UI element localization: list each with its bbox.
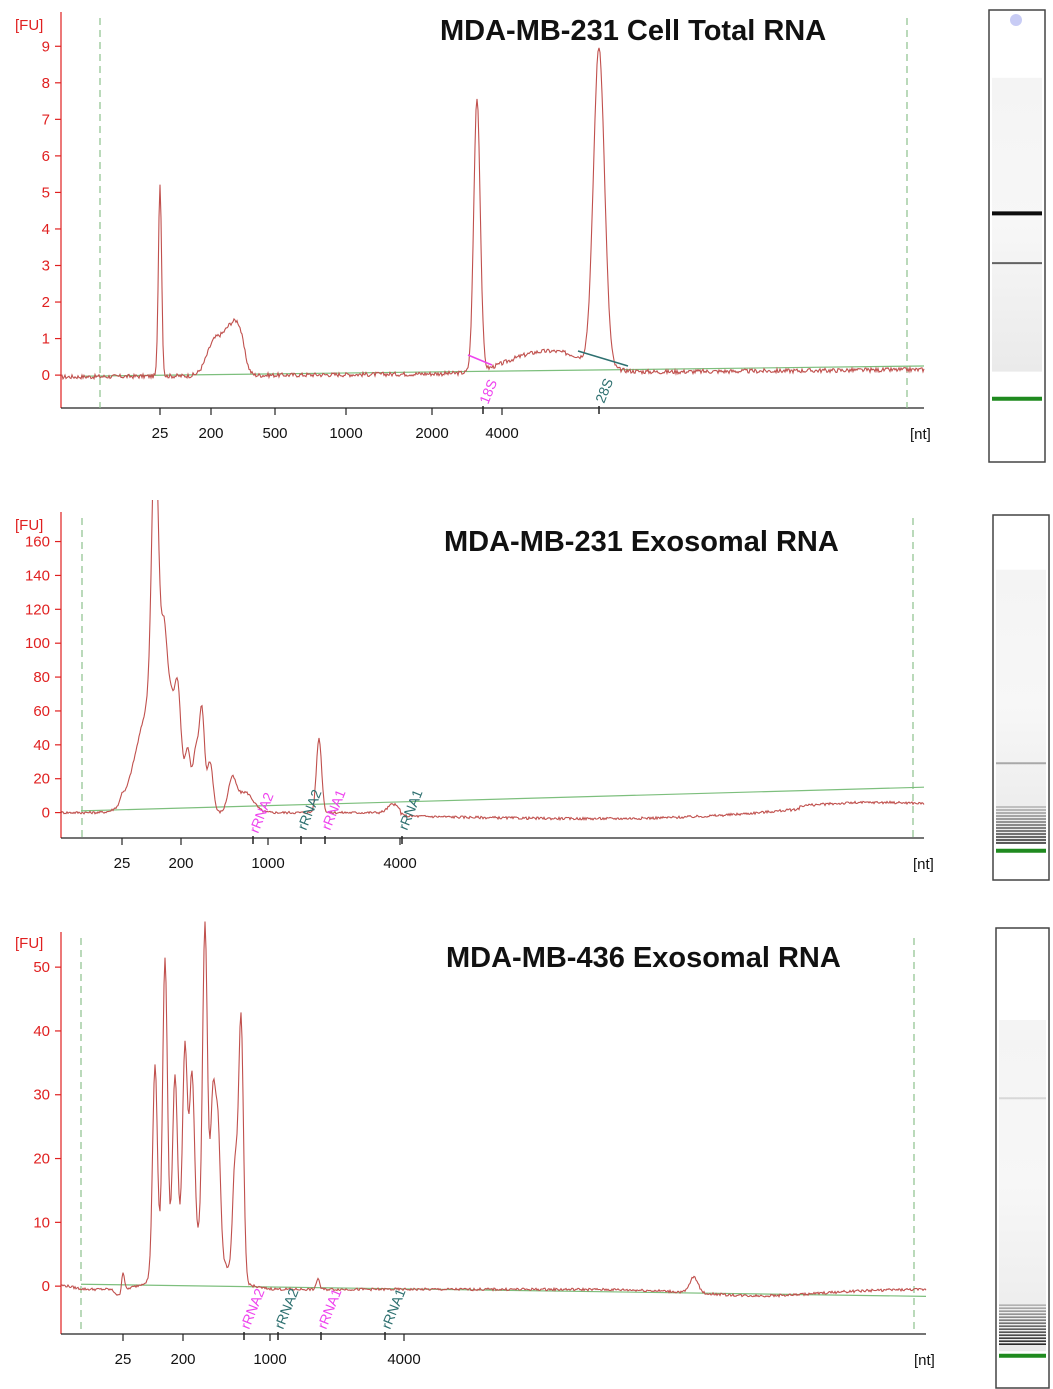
x-tick-label: 25 xyxy=(114,855,131,872)
baseline-line xyxy=(80,365,925,377)
fluorescence-trace xyxy=(60,921,927,1298)
y-tick-label: 1 xyxy=(42,331,50,348)
x-tick-label: 1000 xyxy=(253,1351,286,1368)
electropherogram-plot-1: [FU] 0 1 2 3 4 5 6 7 8 9 25 200 500 1000 2000 4000 [nt] 18… xyxy=(15,9,1046,463)
gel-smear xyxy=(996,569,1046,844)
x-axis-label: [nt] xyxy=(910,426,931,443)
y-axis-label: [FU] xyxy=(15,17,43,34)
peak-label: 18S xyxy=(476,377,500,406)
x-tick-label: 25 xyxy=(152,425,169,442)
y-tick-label: 0 xyxy=(42,367,50,384)
y-tick-label: 7 xyxy=(42,111,50,128)
x-tick-label: 2000 xyxy=(415,425,448,442)
y-tick-label: 30 xyxy=(33,1087,50,1104)
y-tick-label: 0 xyxy=(42,805,50,822)
y-tick-label: 5 xyxy=(42,184,50,201)
y-tick-label: 20 xyxy=(33,771,50,788)
y-tick-label: 140 xyxy=(25,567,50,584)
peak-integration-line xyxy=(467,354,493,366)
peak-label: rRNA2 xyxy=(237,1286,268,1331)
x-tick-label: 25 xyxy=(115,1351,132,1368)
fluorescence-trace xyxy=(60,500,925,822)
x-axis-label: [nt] xyxy=(914,1352,935,1369)
y-tick-label: 60 xyxy=(33,703,50,720)
chart-title-2: MDA-MB-231 Exosomal RNA xyxy=(444,526,839,558)
y-axis-label: [FU] xyxy=(15,517,43,534)
gel-smear xyxy=(992,77,1042,372)
fluorescence-trace xyxy=(60,47,925,381)
baseline-line xyxy=(80,1283,927,1297)
y-tick-label: 40 xyxy=(33,737,50,754)
peak-label: 28S xyxy=(592,376,616,405)
baseline-line xyxy=(80,786,925,812)
y-tick-label: 10 xyxy=(33,1214,50,1231)
peak-label: rRNA1 xyxy=(378,1286,409,1331)
gel-well-dot xyxy=(1010,14,1022,26)
y-tick-label: 4 xyxy=(42,221,50,238)
y-tick-label: 80 xyxy=(33,669,50,686)
x-tick-label: 1000 xyxy=(329,425,362,442)
x-tick-label: 200 xyxy=(170,1351,195,1368)
gel-smear xyxy=(999,1020,1046,1352)
electropherogram-panel-1: [FU] 0 1 2 3 4 5 6 7 8 9 25 200 500 1000 2000 4000 [nt] 18… xyxy=(0,0,1053,470)
chart-title-3: MDA-MB-436 Exosomal RNA xyxy=(446,942,841,974)
x-tick-label: 4000 xyxy=(485,425,518,442)
electropherogram-panel-3: [FU] 0 10 20 30 40 50 25 200 1000 4000 [nt] rRNA2 rRN… xyxy=(0,910,1053,1389)
x-tick-label: 4000 xyxy=(383,855,416,872)
y-tick-label: 6 xyxy=(42,148,50,165)
y-tick-label: 9 xyxy=(42,38,50,55)
x-tick-label: 500 xyxy=(262,425,287,442)
y-tick-label: 2 xyxy=(42,294,50,311)
y-tick-label: 100 xyxy=(25,635,50,652)
y-tick-label: 40 xyxy=(33,1023,50,1040)
peak-label: rRNA1 xyxy=(314,1286,345,1331)
peak-integration-line xyxy=(577,350,629,367)
x-tick-label: 1000 xyxy=(251,855,284,872)
x-tick-label: 200 xyxy=(168,855,193,872)
y-tick-label: 0 xyxy=(42,1278,50,1295)
y-tick-label: 50 xyxy=(33,959,50,976)
y-tick-label: 160 xyxy=(25,534,50,551)
electropherogram-panel-2: [FU] 0 20 40 60 80 100 120 140 160 25 200 1000 4000 [n… xyxy=(0,500,1053,895)
y-tick-label: 3 xyxy=(42,258,50,275)
y-axis-label: [FU] xyxy=(15,935,43,952)
y-tick-label: 8 xyxy=(42,75,50,92)
x-tick-label: 200 xyxy=(198,425,223,442)
peak-label: rRNA2 xyxy=(271,1286,302,1331)
y-tick-label: 20 xyxy=(33,1151,50,1168)
electropherogram-plot-2: [FU] 0 20 40 60 80 100 120 140 160 25 200 1000 4000 [n… xyxy=(15,500,1050,881)
x-axis-label: [nt] xyxy=(913,856,934,873)
y-tick-label: 120 xyxy=(25,601,50,618)
chart-title-1: MDA-MB-231 Cell Total RNA xyxy=(440,15,827,47)
x-tick-label: 4000 xyxy=(387,1351,420,1368)
